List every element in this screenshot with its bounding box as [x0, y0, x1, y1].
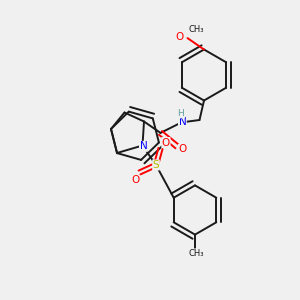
- Text: O: O: [175, 32, 183, 43]
- Text: H: H: [178, 109, 184, 118]
- Text: S: S: [153, 160, 159, 170]
- Text: O: O: [162, 137, 170, 148]
- Text: CH₃: CH₃: [189, 249, 204, 258]
- Text: N: N: [178, 117, 186, 128]
- Text: O: O: [178, 144, 187, 154]
- Text: CH₃: CH₃: [188, 25, 204, 34]
- Text: N: N: [140, 141, 147, 152]
- Text: O: O: [131, 175, 139, 185]
